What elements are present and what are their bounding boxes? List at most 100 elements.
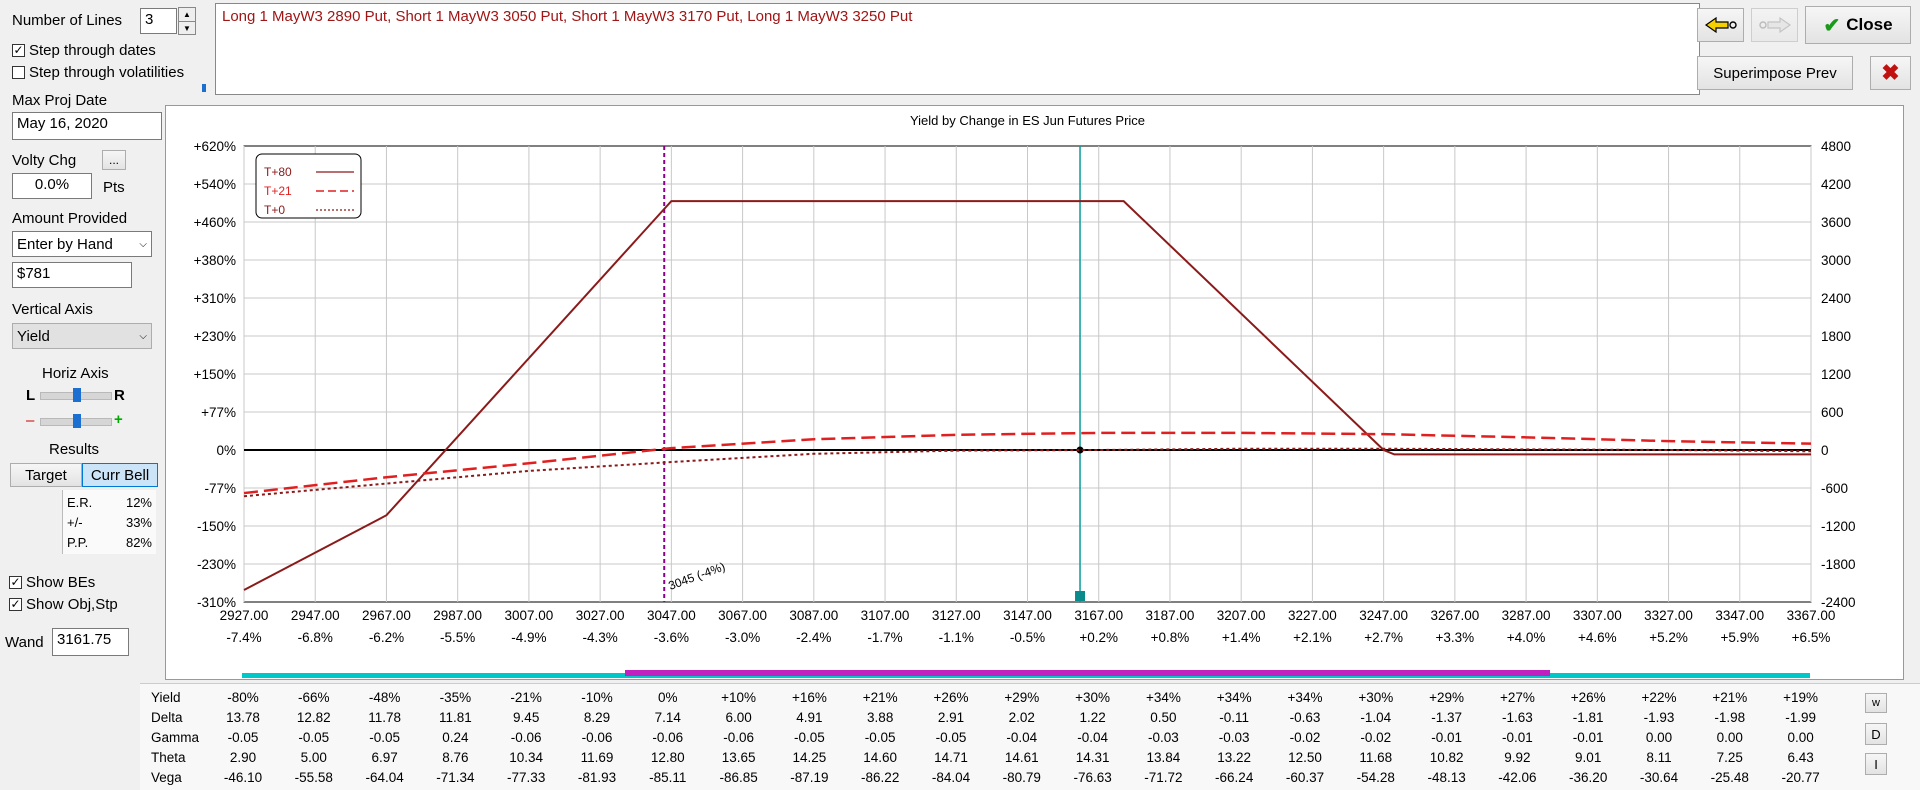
side-w-button[interactable]: w (1865, 693, 1887, 713)
er-value: 12% (125, 495, 152, 510)
chart-svg[interactable]: Yield by Change in ES Jun Futures Price 2… (166, 106, 1903, 679)
x-pct-tick-label: -4.3% (582, 630, 617, 645)
y-right-tick-label: 2400 (1821, 291, 1851, 306)
x-pct-tick-label: +5.9% (1720, 630, 1759, 645)
haxis-range-slider[interactable] (40, 388, 112, 402)
amount-input[interactable]: $781 (12, 262, 132, 288)
slider-thumb[interactable] (73, 388, 81, 402)
x-tick-label: 3027.00 (576, 608, 625, 623)
x-tick-label: 2967.00 (362, 608, 411, 623)
y-left-tick-label: -77% (204, 481, 236, 496)
pp-label: P.P. (67, 535, 89, 550)
amount-mode-select[interactable]: Enter by Hand ⌵ (12, 231, 152, 257)
greek-cell: -48.13 (1427, 770, 1466, 785)
greek-cell: 10.34 (509, 750, 544, 765)
volty-unit: Pts (103, 179, 125, 196)
max-proj-date-input[interactable]: May 16, 2020 (12, 112, 162, 140)
haxis-plus-label: + (114, 411, 123, 428)
step-vols-checkbox[interactable]: Step through volatilities (12, 64, 184, 81)
greek-row-theta: Theta 2.90 5.00 6.97 8.76 10.34 11.69 12.80 13.6… (140, 750, 1840, 770)
show-obj-checkbox[interactable]: ✓ Show Obj,Stp (9, 596, 118, 613)
greek-cell: 11.81 (439, 710, 472, 725)
slider-thumb[interactable] (73, 414, 81, 428)
side-d-button[interactable]: D (1865, 723, 1887, 745)
wand-input[interactable]: 3161.75 (52, 628, 129, 656)
show-bes-label: Show BEs (26, 574, 96, 591)
x-tick-label: 3367.00 (1787, 608, 1836, 623)
haxis-left-label: L (26, 387, 36, 404)
volty-input[interactable]: 0.0% (12, 173, 92, 199)
y-left-tick-label: -230% (197, 557, 236, 572)
greek-cell: -0.03 (1148, 730, 1179, 745)
greek-cell: -71.72 (1144, 770, 1183, 785)
spin-up-icon[interactable]: ▲ (183, 10, 191, 19)
greek-cell: 4.91 (796, 710, 823, 725)
target-button[interactable]: Target (10, 463, 82, 487)
vaxis-value: Yield (17, 327, 50, 345)
greek-cell: +19% (1783, 690, 1819, 705)
greek-cell: 12.82 (296, 710, 331, 725)
show-bes-checkbox[interactable]: ✓ Show BEs (9, 574, 95, 591)
pp-value: 82% (125, 535, 152, 550)
greek-row-yield: Yield -80% -66% -48% -35% -21% -10% 0% +10% +16% +… (140, 690, 1840, 710)
volty-more-button[interactable]: ... (102, 150, 126, 170)
greek-cell: 9.45 (513, 710, 540, 725)
x-pct-tick-label: -7.4% (226, 630, 261, 645)
greek-cell: 0.00 (1716, 730, 1743, 745)
y-right-tick-label: 1800 (1821, 329, 1851, 344)
spin-down-icon[interactable]: ▼ (179, 21, 195, 35)
x-tick-label: 3327.00 (1644, 608, 1693, 623)
prev-button[interactable] (1697, 8, 1744, 42)
greek-cell: +34% (1287, 690, 1323, 705)
y-right-tick-label: 1200 (1821, 367, 1851, 382)
arrow-right-icon (1758, 16, 1791, 34)
distribution-bar (242, 670, 1810, 678)
next-button[interactable] (1751, 8, 1798, 42)
er-label: E.R. (67, 495, 93, 510)
checkbox-checked-icon: ✓ (9, 575, 22, 589)
x-tick-label: 3087.00 (789, 608, 838, 623)
curr-bell-button[interactable]: Curr Bell (82, 463, 158, 487)
position-text[interactable]: Long 1 MayW3 2890 Put, Short 1 MayW3 305… (215, 3, 1700, 95)
greek-cell: 11.78 (368, 710, 401, 725)
close-label: Close (1846, 15, 1893, 34)
greek-cell: 14.60 (863, 750, 898, 765)
greek-cell: -71.34 (436, 770, 475, 785)
vaxis-select[interactable]: Yield ⌵ (12, 323, 152, 349)
x-tick-label: 3207.00 (1217, 608, 1266, 623)
greek-cell: +21% (862, 690, 898, 705)
delete-button[interactable]: ✖ (1870, 56, 1911, 90)
vol-step-slider[interactable] (188, 84, 210, 92)
x-pct-tick-label: +5.2% (1649, 630, 1688, 645)
y-left-tick-label: +310% (194, 291, 236, 306)
yield-chart[interactable]: Yield by Change in ES Jun Futures Price 2… (165, 105, 1904, 680)
checkbox-checked-icon: ✓ (9, 597, 22, 611)
greek-cell: +29% (1429, 690, 1465, 705)
x-pct-tick-label: +2.1% (1293, 630, 1332, 645)
superimpose-button[interactable]: Superimpose Prev (1697, 56, 1853, 90)
num-lines-input[interactable]: 3 (140, 8, 177, 34)
x-pct-tick-label: -1.7% (867, 630, 902, 645)
side-i-button[interactable]: I (1865, 753, 1887, 775)
x-pct-tick-label: +0.8% (1151, 630, 1190, 645)
haxis-zoom-slider[interactable] (40, 414, 112, 428)
volty-label: Volty Chg (12, 152, 77, 169)
greek-cell: -0.05 (298, 730, 330, 745)
greek-cell: 6.97 (371, 750, 398, 765)
x-pct-tick-label: -3.6% (654, 630, 689, 645)
greek-cell: 8.29 (583, 710, 611, 725)
num-lines-spinner[interactable]: ▲ ▼ (178, 7, 196, 35)
y-right-tick-label: 0 (1821, 443, 1829, 458)
step-dates-checkbox[interactable]: ✓ Step through dates (12, 42, 156, 59)
close-button[interactable]: ✔ Close (1805, 6, 1911, 44)
greek-cell: -0.05 (935, 730, 967, 745)
greek-cell: 12.50 (1288, 750, 1322, 765)
greek-cell: +22% (1641, 690, 1677, 705)
greek-cell: -0.02 (1289, 730, 1321, 745)
greek-cell: -0.04 (1077, 730, 1108, 745)
greek-cell: +26% (1570, 690, 1606, 705)
greek-cell: 8.11 (1646, 750, 1672, 765)
y-left-tick-label: +380% (194, 253, 236, 268)
greek-cell: -87.19 (790, 770, 829, 785)
x-pct-tick-label: +3.3% (1436, 630, 1475, 645)
